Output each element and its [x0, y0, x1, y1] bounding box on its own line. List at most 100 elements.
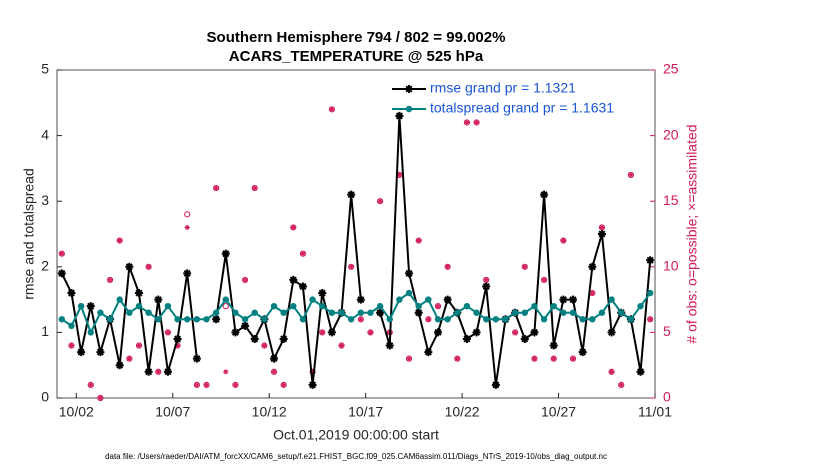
obs-assimilated [358, 316, 364, 322]
x-tick-label: 11/01 [638, 404, 672, 420]
obs-assimilated [242, 277, 248, 283]
spread-marker [232, 309, 239, 316]
obs-assimilated [319, 329, 325, 335]
spread-marker [560, 309, 567, 316]
rmse-marker [327, 328, 336, 337]
rmse-marker [646, 256, 655, 265]
rmse-marker [67, 289, 76, 298]
spread-marker [203, 316, 210, 323]
obs-assimilated [117, 237, 123, 244]
obs-assimilated [165, 329, 171, 335]
obs-assimilated [252, 185, 258, 191]
obs-assimilated [136, 342, 142, 349]
spread-marker [550, 302, 557, 310]
spread-marker [155, 316, 162, 323]
chart-subtitle: ACARS_TEMPERATURE @ 525 hPa [229, 48, 484, 65]
spread-marker [68, 322, 75, 330]
rmse-marker [289, 275, 298, 284]
obs-assimilated [522, 264, 528, 270]
spread-marker [261, 316, 268, 323]
spread-marker [425, 296, 432, 303]
rmse-marker [356, 295, 365, 304]
spread-marker [328, 309, 336, 316]
rmse-marker [144, 367, 153, 376]
obs-assimilated [531, 356, 538, 362]
spread-marker [511, 309, 519, 316]
spread-marker [290, 302, 297, 310]
y2-tick-label: 15 [663, 192, 679, 208]
rmse-marker [192, 354, 201, 363]
obs-assimilated [560, 237, 566, 244]
spread-marker [222, 296, 229, 303]
rmse-marker [520, 334, 529, 343]
x-tick-label: 10/27 [541, 404, 576, 420]
obs-assimilated [184, 224, 190, 231]
spread-marker [454, 309, 461, 316]
spread-marker [164, 302, 172, 310]
obs-assimilated [107, 277, 113, 283]
rmse-marker [183, 269, 192, 278]
obs-assimilated [454, 356, 460, 362]
obs-assimilated [329, 106, 335, 112]
spread-marker [608, 296, 615, 303]
legend-marker [405, 105, 413, 113]
obs-assimilated [377, 198, 383, 204]
rmse-marker [163, 367, 172, 376]
obs-assimilated [599, 224, 605, 231]
rmse-marker [443, 295, 452, 304]
rmse-marker [636, 367, 645, 376]
x-tick-label: 10/02 [59, 404, 94, 420]
rmse-marker [212, 315, 221, 324]
obs-assimilated [512, 329, 518, 335]
obs-assimilated [300, 251, 306, 257]
spread-marker [463, 302, 471, 310]
rmse-marker [424, 348, 433, 357]
y-tick-label: 4 [41, 126, 49, 142]
x-tick-label: 10/22 [445, 404, 480, 420]
obs-possible [222, 303, 229, 310]
rmse-marker [549, 341, 558, 350]
rmse-marker [134, 289, 143, 298]
obs-assimilated [348, 264, 354, 270]
spread-marker [212, 309, 220, 316]
rmse-marker [221, 249, 230, 258]
rmse-marker [298, 282, 307, 291]
spread-marker [280, 309, 287, 316]
rmse-marker [578, 348, 587, 357]
obs-assimilated [618, 382, 624, 388]
spread-marker [116, 296, 123, 303]
obs-assimilated [309, 369, 316, 375]
spread-marker [540, 316, 548, 323]
spread-marker [627, 316, 635, 323]
spread-marker [145, 309, 152, 316]
spread-marker [646, 289, 654, 297]
spread-marker [386, 316, 393, 323]
rmse-marker [569, 295, 578, 304]
rmse-marker [173, 334, 182, 343]
spread-marker [174, 316, 181, 323]
x-axis-label: Oct.01,2019 00:00:00 start [273, 427, 439, 443]
spread-marker [270, 302, 278, 310]
obs-assimilated [551, 356, 557, 362]
obs-assimilated [290, 224, 296, 231]
spread-marker [618, 309, 625, 316]
obs-assimilated [570, 356, 576, 362]
y-tick-label: 0 [41, 389, 49, 405]
rmse-marker [308, 380, 317, 389]
series-line [60, 115, 652, 386]
spread-marker [502, 316, 509, 323]
x-tick-label: 10/17 [348, 404, 383, 420]
y2-tick-label: 20 [663, 126, 679, 142]
spread-marker [193, 316, 201, 323]
rmse-marker [414, 308, 423, 317]
rmse-marker [250, 334, 259, 343]
spread-marker [357, 309, 365, 316]
spread-marker [184, 316, 191, 323]
obs-assimilated [126, 356, 132, 362]
spread-marker [569, 309, 577, 316]
spread-marker [106, 316, 114, 323]
rmse-marker [405, 269, 414, 278]
rmse-marker [385, 341, 394, 350]
obs-assimilated [88, 382, 94, 388]
rmse-marker [318, 289, 327, 298]
